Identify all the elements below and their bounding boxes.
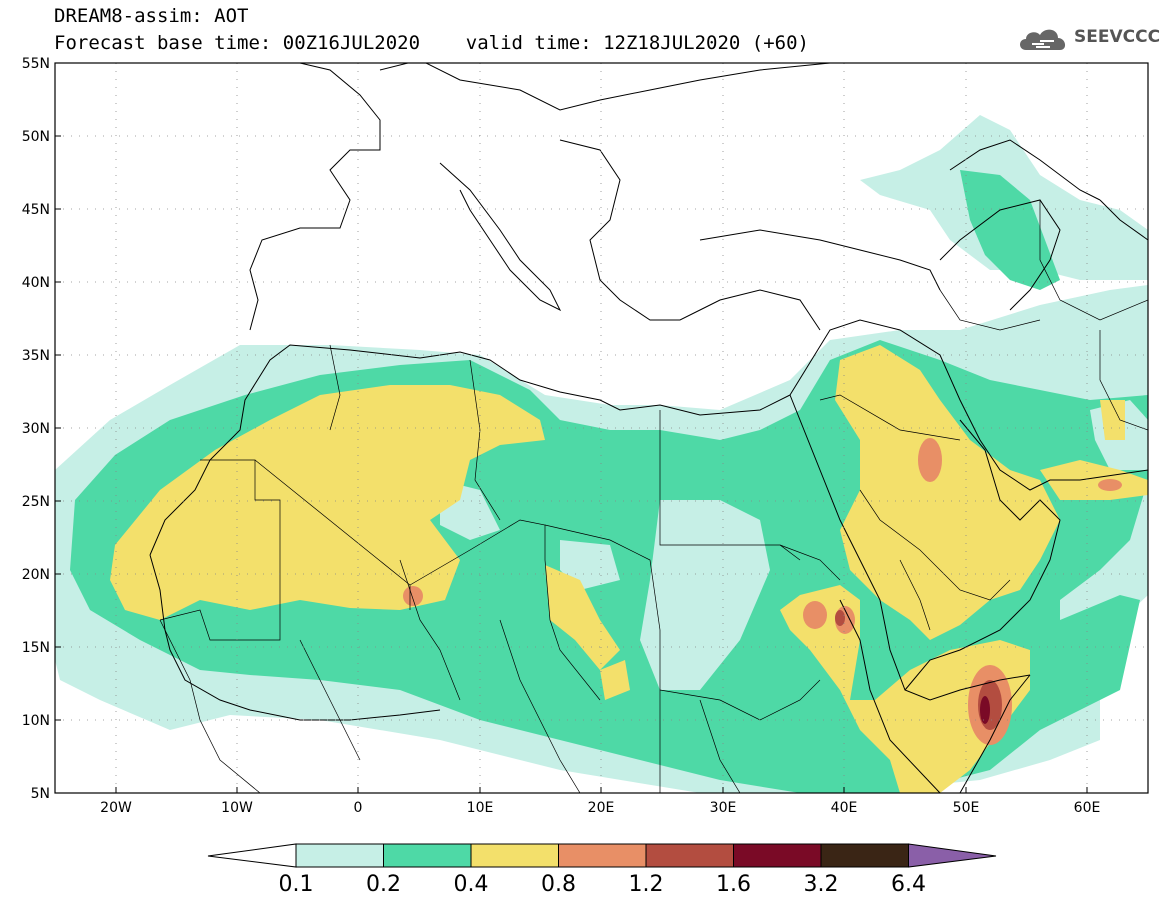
colorbar-label: 1.2 bbox=[629, 872, 664, 897]
forecast-time-subtitle: Forecast base time: 00Z16JUL2020 valid t… bbox=[54, 32, 809, 54]
lon-label: 10E bbox=[467, 800, 494, 816]
lat-label: 5N bbox=[31, 786, 50, 802]
lon-label: 20W bbox=[100, 800, 132, 816]
gridlines bbox=[55, 63, 1148, 793]
latitude-labels: 55N 50N 45N 40N 35N 30N 25N 20N 15N 10N … bbox=[22, 56, 50, 802]
aot-fields bbox=[55, 115, 1148, 793]
lat-label: 45N bbox=[22, 202, 50, 218]
colorbar-swatch bbox=[558, 843, 647, 868]
logo-text: SEEVCCC bbox=[1074, 27, 1161, 47]
lat-label: 55N bbox=[22, 56, 50, 72]
colorbar-swatch bbox=[295, 843, 384, 868]
colorbar bbox=[207, 843, 997, 868]
colorbar-low-arrow bbox=[207, 843, 297, 868]
colorbar-label: 0.8 bbox=[541, 872, 576, 897]
lon-label: 50E bbox=[953, 800, 980, 816]
aot-band-1.6 bbox=[980, 696, 990, 724]
colorbar-high-arrow bbox=[908, 843, 997, 868]
lat-label: 30N bbox=[22, 421, 50, 437]
lat-label: 35N bbox=[22, 348, 50, 364]
lat-label: 50N bbox=[22, 129, 50, 145]
colorbar-label: 3.2 bbox=[804, 872, 839, 897]
colorbar-swatch bbox=[383, 843, 472, 868]
colorbar-label: 1.6 bbox=[716, 872, 751, 897]
lon-label: 20E bbox=[588, 800, 615, 816]
seevccc-logo: SEEVCCC bbox=[1018, 24, 1161, 52]
colorbar-label: 0.1 bbox=[279, 872, 314, 897]
colorbar-label: 0.2 bbox=[366, 872, 401, 897]
lon-label: 10W bbox=[221, 800, 253, 816]
country-borders bbox=[159, 200, 1148, 793]
colorbar-swatch bbox=[820, 843, 909, 868]
lon-label: 40E bbox=[831, 800, 858, 816]
axis-ticks bbox=[55, 62, 1088, 794]
colorbar-label: 0.4 bbox=[454, 872, 489, 897]
lat-label: 40N bbox=[22, 275, 50, 291]
lon-label: 30E bbox=[710, 800, 737, 816]
cloud-logo-icon bbox=[1020, 29, 1066, 50]
longitude-labels: 20W 10W 0 10E 20E 30E 40E 50E 60E bbox=[100, 800, 1100, 816]
lon-label: 60E bbox=[1074, 800, 1101, 816]
lat-label: 15N bbox=[22, 640, 50, 656]
aot-band-0.4 bbox=[110, 345, 1148, 793]
colorbar-swatch bbox=[733, 843, 822, 868]
colorbar-labels: 0.1 0.2 0.4 0.8 1.2 1.6 3.2 6.4 bbox=[279, 872, 927, 897]
lon-label: 0 bbox=[354, 800, 363, 816]
colorbar-swatch bbox=[645, 843, 734, 868]
coastlines bbox=[149, 63, 1148, 793]
lat-label: 20N bbox=[22, 567, 50, 583]
lat-label: 25N bbox=[22, 494, 50, 510]
colorbar-swatch bbox=[470, 843, 559, 868]
lat-label: 10N bbox=[22, 713, 50, 729]
map-title: DREAM8-assim: AOT bbox=[54, 5, 249, 27]
colorbar-label: 6.4 bbox=[891, 872, 926, 897]
